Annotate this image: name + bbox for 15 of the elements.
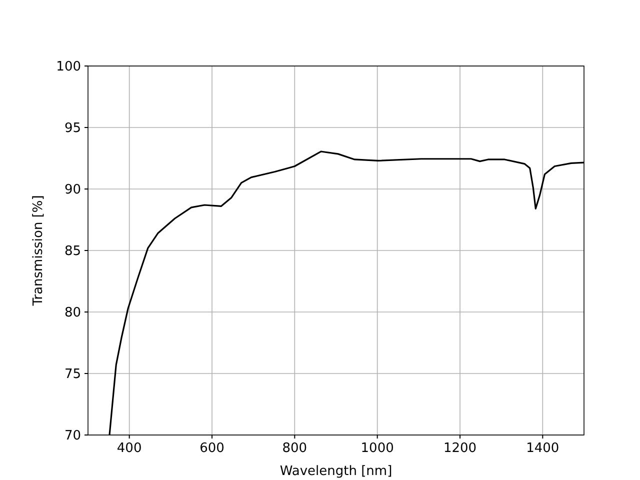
y-tick-label: 90	[64, 182, 81, 198]
x-tick-label: 800	[282, 441, 308, 456]
x-tick-label: 1000	[360, 441, 394, 456]
y-tick-label: 75	[64, 367, 81, 382]
y-axis-title: Transmission [%]	[31, 195, 46, 307]
y-tick-label: 85	[64, 244, 81, 259]
y-tick-label: 80	[64, 306, 81, 320]
x-tick-label: 1200	[443, 441, 477, 456]
y-tick-label: 95	[64, 121, 81, 136]
x-axis-title: Wavelength [nm]	[280, 464, 392, 479]
x-tick-label: 600	[200, 441, 224, 456]
x-tick-label: 400	[116, 441, 142, 456]
x-tick-label: 1400	[526, 441, 560, 456]
y-tick-label: 70	[64, 428, 81, 444]
y-tick-label: 100	[56, 60, 81, 74]
